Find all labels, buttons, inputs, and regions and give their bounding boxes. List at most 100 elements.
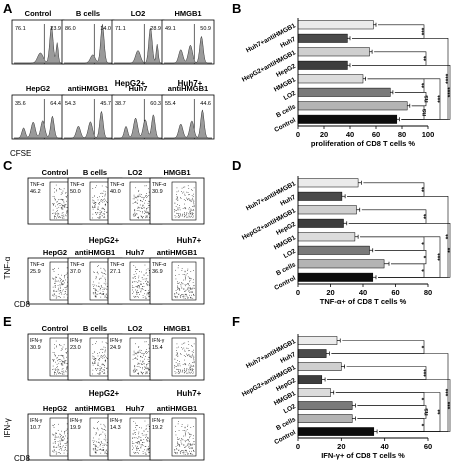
dotplot-event: [149, 373, 150, 374]
dotplot-event: [97, 362, 99, 364]
dotplot-event: [105, 436, 106, 438]
dotplot-event: [142, 216, 143, 218]
dotplot-event: [193, 187, 195, 189]
dotplot-event: [174, 216, 176, 218]
dotplot-event: [186, 440, 188, 441]
dotplot-event: [135, 286, 137, 287]
dotplot-event: [62, 355, 63, 357]
dotplot-event: [54, 439, 55, 440]
dotplot-event: [136, 286, 138, 287]
dotplot-event: [52, 442, 54, 444]
dotplot-event: [58, 203, 59, 205]
dotplot-event: [189, 277, 191, 279]
dotplot-event: [64, 277, 65, 279]
dotplot-event: [144, 296, 146, 298]
histogram-curve: [114, 114, 162, 139]
dotplot-event: [137, 351, 139, 353]
dotplot-event: [148, 448, 150, 450]
dotplot-event: [102, 213, 104, 214]
dotplot-event: [188, 194, 189, 196]
dotplot-event: [188, 208, 190, 210]
x-tick-label: 20: [326, 288, 334, 297]
dotplot-event: [56, 345, 57, 347]
dotplot-event: [177, 209, 179, 210]
dotplot-event: [106, 367, 108, 369]
dotplot-percent: 30.9: [30, 345, 41, 351]
x-tick-label: 60: [424, 442, 432, 451]
dotplot-event: [188, 439, 189, 441]
dotplot-event: [176, 372, 178, 374]
dotplot-event: [104, 433, 106, 435]
dotplot-event: [101, 367, 103, 368]
dotplot-event: [176, 448, 177, 449]
dotplot-event: [63, 439, 64, 441]
dotplot-event: [52, 209, 54, 211]
dotplot-event: [184, 446, 186, 448]
dotplot-event: [192, 355, 193, 357]
dotplot-event: [182, 450, 183, 451]
dotplot-event: [142, 372, 143, 374]
dotplot-event: [95, 292, 96, 294]
dotplot-event: [190, 364, 192, 366]
dotplot-event: [105, 186, 107, 187]
dotplot-event: [134, 432, 135, 434]
dotplot-event: [184, 359, 185, 361]
dotplot-event: [194, 443, 195, 445]
dotplot-event: [184, 368, 185, 369]
dotplot-event: [59, 281, 61, 283]
dotplot-event: [61, 279, 62, 280]
dotplot-event: [181, 371, 183, 373]
dotplot-event: [55, 295, 57, 297]
dotplot-event: [191, 189, 192, 190]
dotplot-event: [184, 279, 186, 281]
dotplot-event: [96, 214, 97, 215]
dotplot-event: [143, 216, 144, 217]
dotplot-event: [55, 433, 57, 434]
dotplot-event: [104, 451, 106, 453]
dotplot-event: [59, 355, 61, 356]
dotplot-event: [62, 355, 64, 357]
dotplot-event: [181, 282, 183, 284]
dotplot-event: [190, 212, 192, 214]
dotplot-event: [188, 369, 190, 370]
dotplot-event: [133, 277, 134, 279]
dotplot-event: [183, 453, 185, 455]
dotplot-event: [176, 453, 178, 455]
dotplot-event: [98, 374, 100, 375]
dotplot-event: [184, 451, 186, 453]
dotplot-event: [134, 453, 136, 454]
dotplot-event: [96, 285, 97, 287]
dotplot-event: [182, 283, 184, 285]
dotplot-event: [148, 347, 150, 349]
group-label-huh7: Huh7+: [178, 79, 203, 88]
dotplot-event: [174, 293, 176, 295]
dotplot-event: [65, 207, 67, 208]
dotplot-event: [60, 436, 61, 437]
dotplot-event: [186, 197, 187, 199]
dotplot-event: [97, 446, 99, 448]
dotplot-event: [60, 189, 62, 190]
dotplot-event: [103, 201, 105, 203]
dotplot-event: [187, 276, 189, 278]
dotplot-event: [59, 203, 61, 204]
dotplot-event: [132, 198, 134, 200]
dotplot-event: [135, 371, 136, 372]
dotplot-event: [92, 448, 94, 450]
dotplot-event: [92, 207, 94, 208]
dotplot-event: [57, 204, 58, 206]
dotplot-event: [138, 436, 140, 438]
dotplot-event: [98, 203, 99, 204]
dotplot-event: [52, 424, 54, 426]
dotplot-event: [58, 213, 59, 215]
dotplot-event: [186, 370, 187, 372]
dotplot-event: [136, 366, 138, 367]
dotplot-event: [102, 272, 103, 274]
dotplot-event: [148, 214, 150, 215]
dotplot-event: [134, 197, 136, 198]
dotplot-event: [53, 269, 54, 271]
dotplot-title: Huh7: [126, 404, 145, 413]
tnf-axis-label: TNF-α: [3, 256, 12, 279]
dotplot-event: [103, 199, 104, 201]
dotplot-event: [147, 437, 148, 439]
dotplot-event: [137, 296, 139, 297]
